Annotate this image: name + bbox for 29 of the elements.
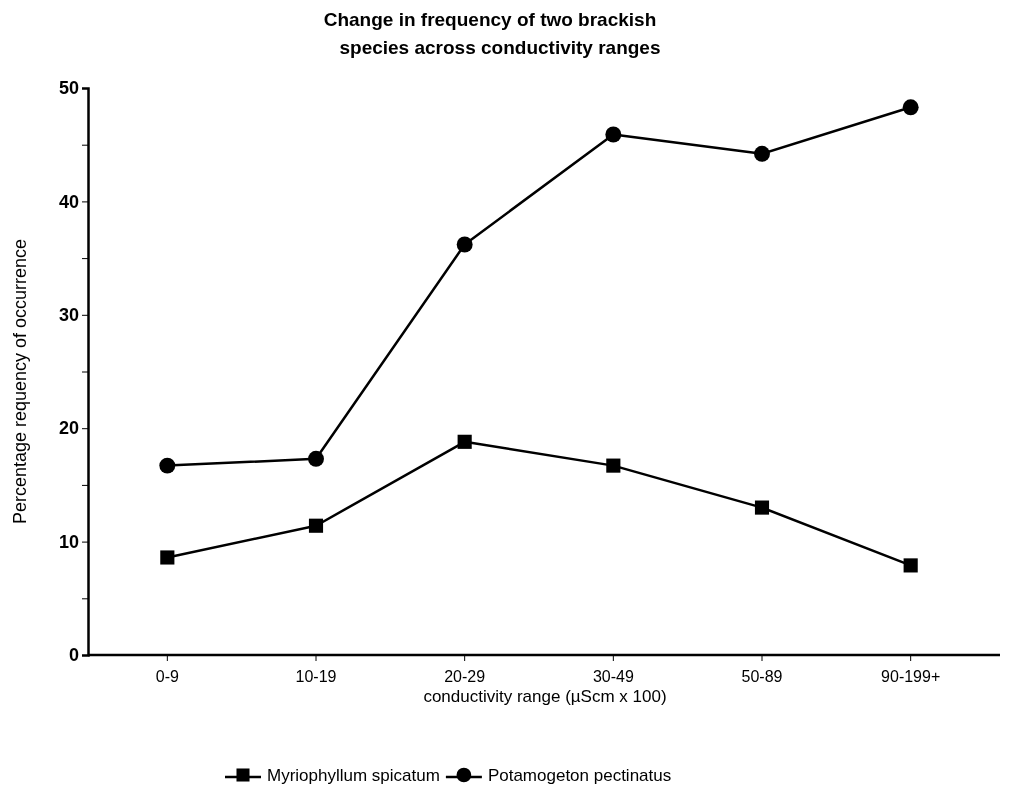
y-tick-label: 20 — [58, 418, 79, 439]
x-tick-label: 20-29 — [444, 667, 486, 685]
y-axis-title: Percentage requency of occurrence — [10, 238, 30, 525]
legend-label: Potamogeton pectinatus — [487, 766, 672, 785]
x-axis-title: conductivity range (µScm x 100) — [423, 687, 667, 706]
y-tick-label: 30 — [58, 305, 79, 326]
x-tick-label: 30-49 — [592, 667, 634, 685]
point — [308, 450, 324, 467]
point — [160, 550, 175, 565]
point — [902, 99, 919, 116]
point — [457, 434, 472, 449]
legend-label: Myriophyllum spicatum — [267, 766, 440, 785]
point — [456, 236, 473, 253]
y-tick-label: 50 — [58, 78, 79, 99]
y-tick-label: 10 — [58, 531, 79, 552]
x-tick-label: 50-89 — [741, 667, 783, 685]
point — [605, 126, 622, 143]
x-tick-label: 10-19 — [295, 667, 337, 685]
x-tick-label: 0-9 — [155, 667, 179, 685]
point — [903, 558, 918, 573]
point — [159, 457, 176, 474]
chart-title: Change in frequency of two brackish species across conductivity ranges — [323, 9, 661, 58]
y-tick-label: 40 — [58, 191, 79, 212]
x-tick-label: 90-199+ — [881, 667, 941, 685]
y-tick-label: 0 — [68, 645, 79, 666]
point — [308, 518, 324, 533]
point — [606, 458, 621, 473]
point — [754, 145, 770, 162]
point — [754, 500, 770, 515]
